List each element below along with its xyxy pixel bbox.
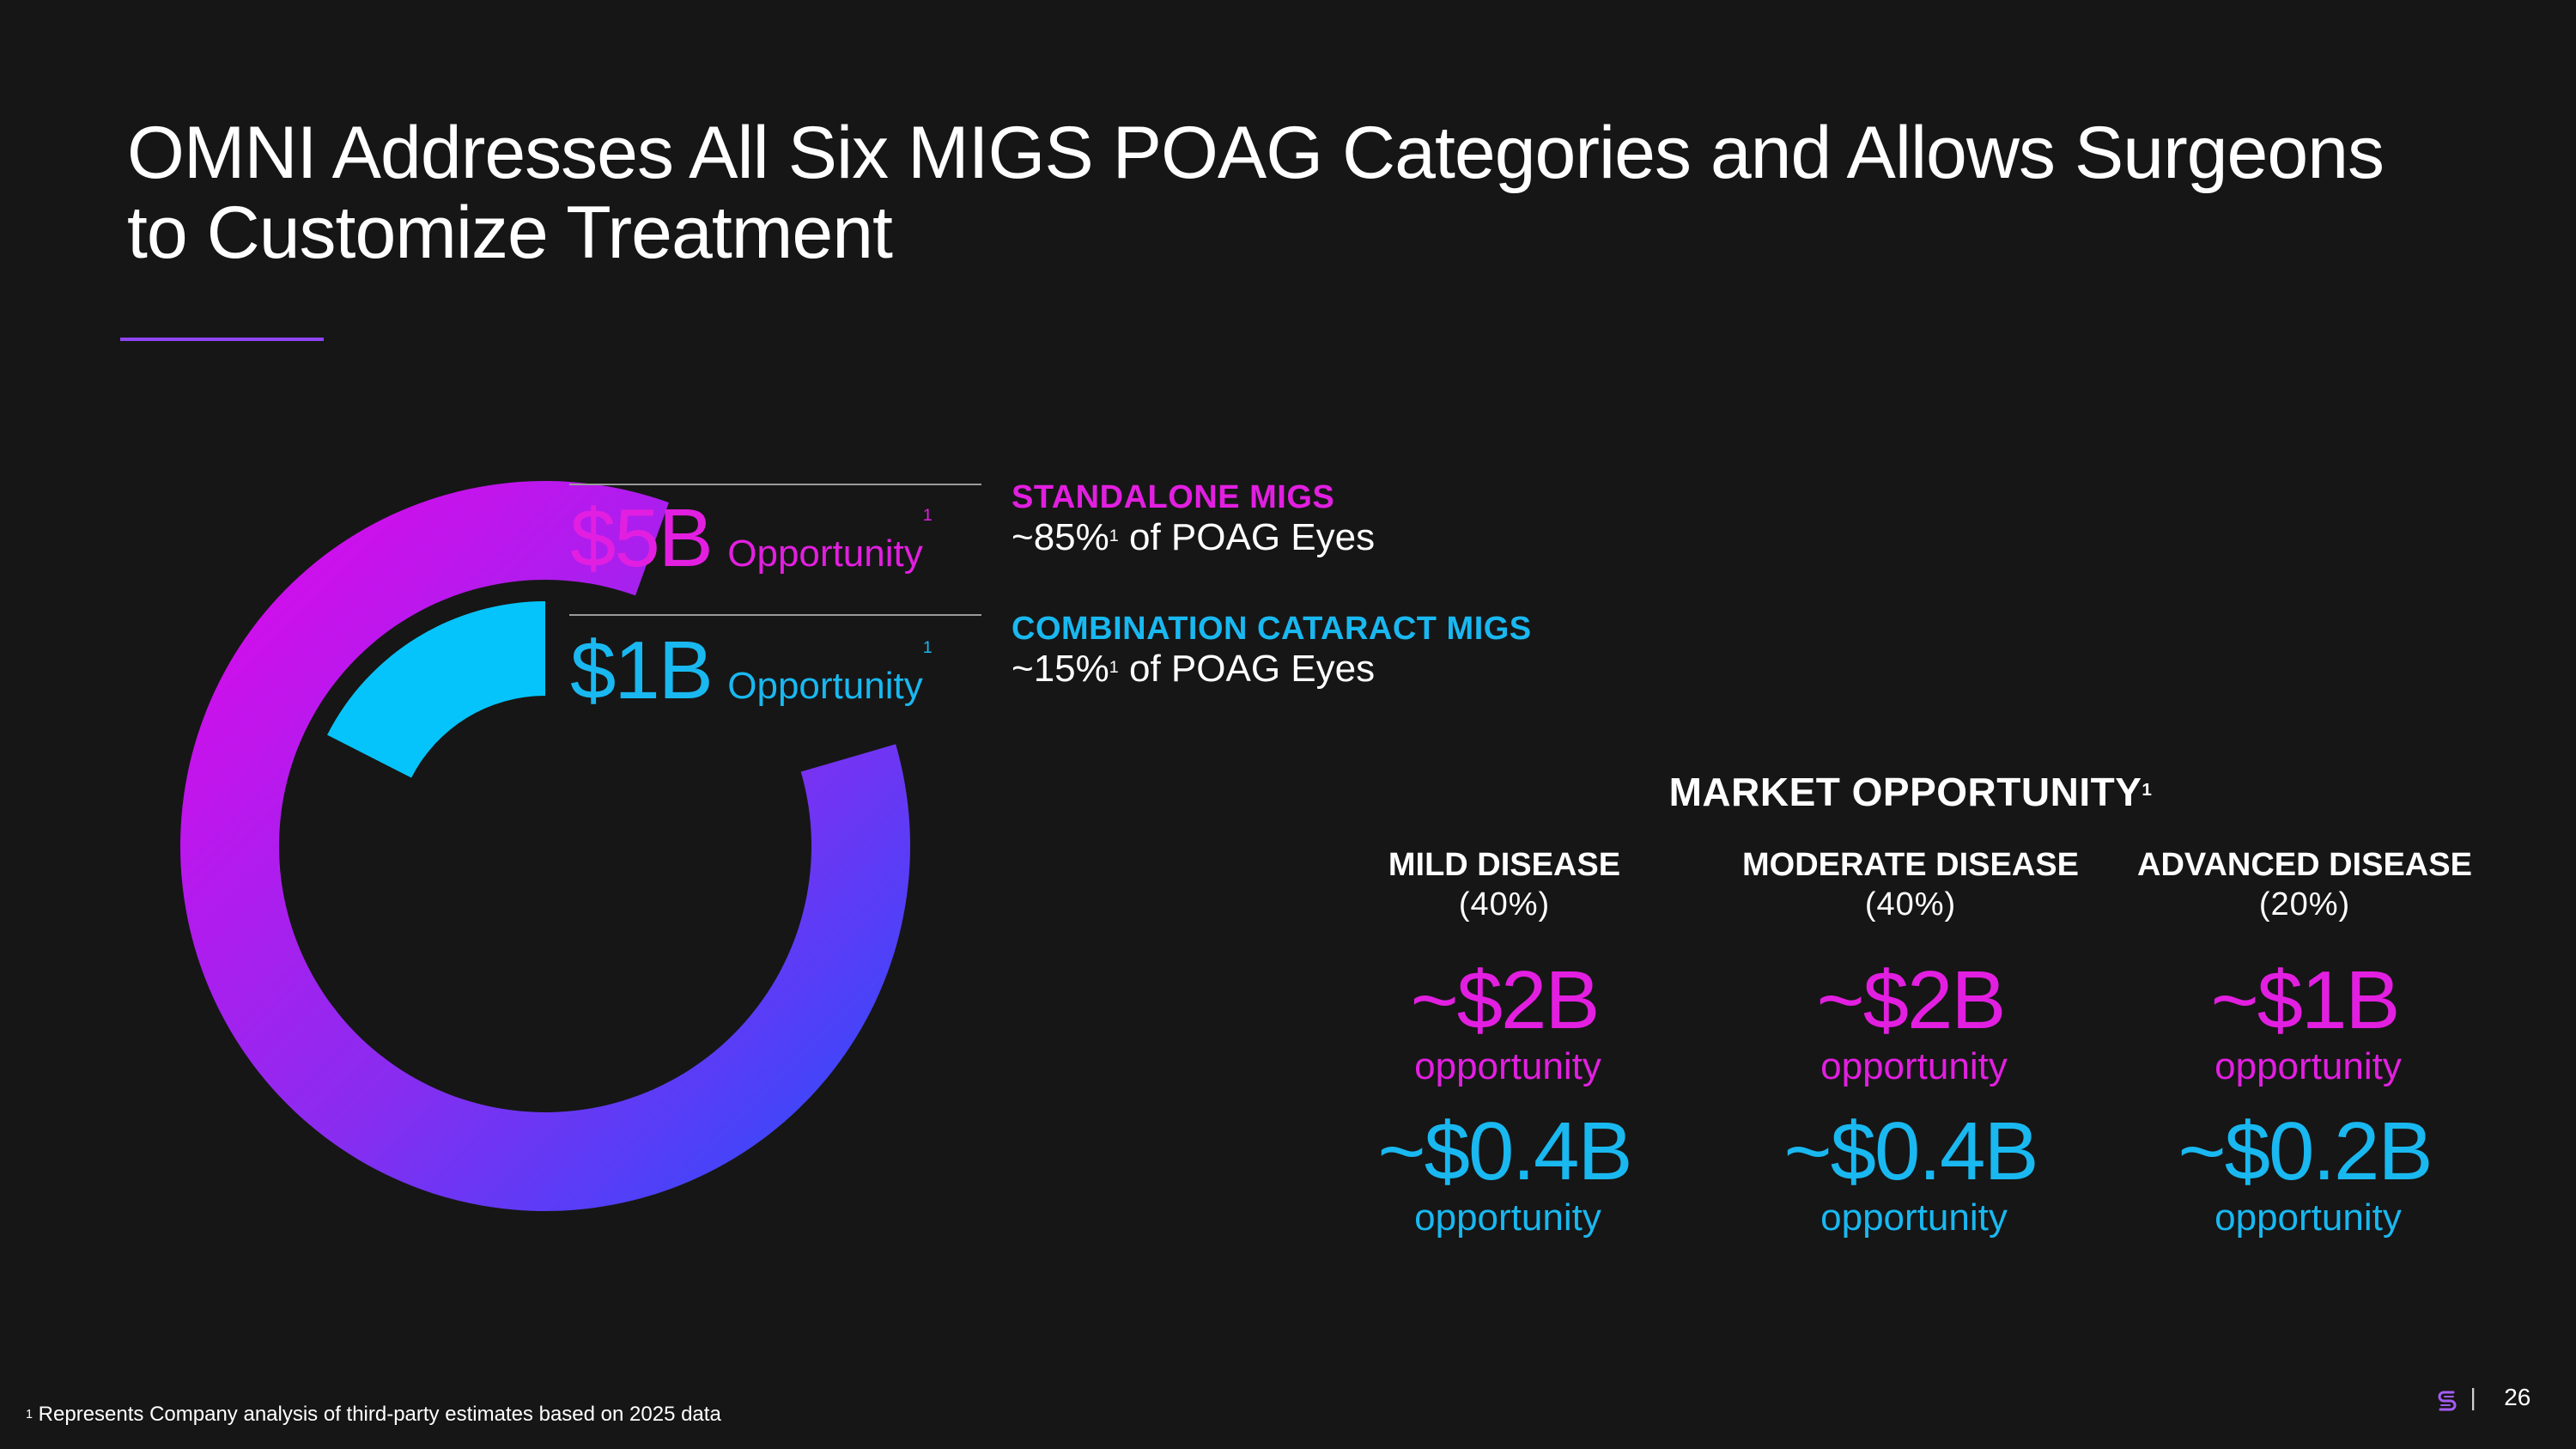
- standalone-share-text: ~85%1 of POAG Eyes: [1012, 516, 1375, 559]
- advanced-disease-title: ADVANCED DISEASE: [2137, 847, 2472, 883]
- combination-title: COMBINATION CATARACT MIGS: [1012, 611, 1532, 647]
- market-column-moderate: MODERATE DISEASE (40%) ~$2B opportunity …: [1730, 846, 2091, 1239]
- standalone-opportunity-word: Opportunity: [727, 533, 923, 575]
- advanced-standalone-value: ~$1B: [2210, 954, 2401, 1046]
- combination-opportunity-value: $1B: [570, 624, 714, 716]
- company-logo-icon: [2438, 1391, 2457, 1411]
- standalone-opportunity-footnote-mark: 1: [922, 506, 933, 525]
- combination-description: COMBINATION CATARACT MIGS ~15%1 of POAG …: [1012, 610, 1532, 691]
- page-footer: | 26: [2437, 1384, 2530, 1413]
- combination-opportunity-footnote-mark: 1: [922, 638, 933, 657]
- page-separator: |: [2470, 1384, 2476, 1410]
- advanced-combination-label: opportunity: [2215, 1196, 2402, 1239]
- standalone-opportunity-value: $5B: [570, 492, 714, 584]
- advanced-standalone-label: opportunity: [2215, 1045, 2402, 1087]
- moderate-disease-share: (40%): [1864, 886, 1957, 922]
- moderate-disease-title: MODERATE DISEASE: [1741, 847, 2079, 883]
- market-opportunity-heading: MARKET OPPORTUNITY1: [1597, 770, 2224, 814]
- moderate-combination-label: opportunity: [1820, 1196, 2008, 1239]
- standalone-opportunity-text: Opportunity 1: [727, 506, 932, 575]
- opportunity-donut-chart: [180, 481, 910, 1211]
- combination-share-footnote-mark: 1: [1109, 658, 1119, 677]
- standalone-opportunity-label: $5B Opportunity1: [570, 496, 933, 581]
- donut-segment-standalone: [180, 481, 910, 1211]
- mild-disease-title: MILD DISEASE: [1388, 847, 1621, 883]
- combination-share-text: ~15%1 of POAG Eyes: [1012, 648, 1532, 691]
- standalone-share-value: ~85%: [1012, 516, 1109, 558]
- mild-combination-label: opportunity: [1414, 1196, 1601, 1239]
- title-accent-divider: [120, 338, 324, 341]
- market-column-mild: MILD DISEASE (40%) ~$2B opportunity ~$0.…: [1324, 846, 1685, 1239]
- standalone-share-suffix: of POAG Eyes: [1118, 516, 1376, 558]
- moderate-standalone-value: ~$2B: [1816, 954, 2007, 1046]
- moderate-combination-value: ~$0.4B: [1783, 1105, 2039, 1197]
- footnote-mark: 1: [26, 1408, 33, 1422]
- market-opportunity-heading-text: MARKET OPPORTUNITY: [1668, 770, 2142, 814]
- footnote-text: Represents Company analysis of third-par…: [33, 1403, 721, 1426]
- segment-rule-combination: [569, 614, 981, 616]
- combination-opportunity-label: $1B Opportunity1: [570, 628, 933, 714]
- footnote: 1 Represents Company analysis of third-p…: [26, 1403, 721, 1427]
- combination-share-value: ~15%: [1012, 648, 1109, 690]
- slide-title-line-1: OMNI Addresses All Six MIGS POAG Categor…: [127, 112, 2385, 194]
- mild-standalone-value: ~$2B: [1410, 954, 1601, 1046]
- mild-combination-value: ~$0.4B: [1377, 1105, 1633, 1197]
- mild-disease-share: (40%): [1458, 886, 1551, 922]
- market-column-advanced: ADVANCED DISEASE (20%) ~$1B opportunity …: [2124, 846, 2485, 1239]
- standalone-description: STANDALONE MIGS ~85%1 of POAG Eyes: [1012, 478, 1375, 559]
- standalone-title: STANDALONE MIGS: [1012, 479, 1335, 515]
- market-opportunity-footnote-mark: 1: [2142, 780, 2153, 800]
- moderate-standalone-label: opportunity: [1820, 1045, 2008, 1087]
- slide-title-line-2: to Customize Treatment: [127, 192, 893, 274]
- page-number: 26: [2504, 1384, 2531, 1410]
- standalone-share-footnote-mark: 1: [1109, 527, 1119, 545]
- slide-title: OMNI Addresses All Six MIGS POAG Categor…: [127, 113, 2531, 273]
- advanced-disease-share: (20%): [2258, 886, 2351, 922]
- advanced-combination-value: ~$0.2B: [2178, 1105, 2433, 1197]
- combination-opportunity-word: Opportunity: [727, 665, 923, 707]
- combination-share-suffix: of POAG Eyes: [1118, 648, 1376, 690]
- mild-standalone-label: opportunity: [1414, 1045, 1601, 1087]
- donut-segment-combination: [327, 601, 545, 778]
- combination-opportunity-text: Opportunity 1: [727, 638, 932, 707]
- segment-rule-standalone: [569, 484, 981, 485]
